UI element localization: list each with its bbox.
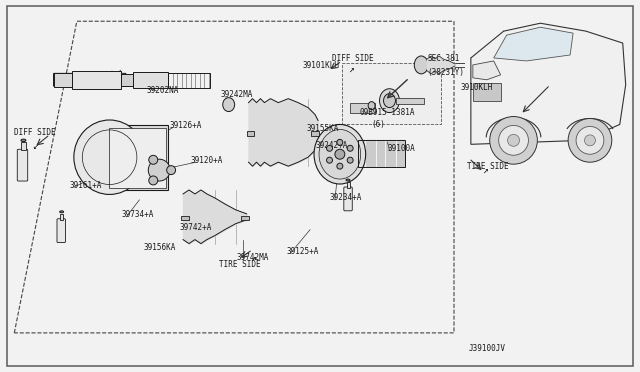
FancyBboxPatch shape xyxy=(346,182,350,188)
Polygon shape xyxy=(473,61,500,80)
Ellipse shape xyxy=(314,125,365,184)
Text: 39126+A: 39126+A xyxy=(169,121,202,130)
Ellipse shape xyxy=(74,120,145,195)
Ellipse shape xyxy=(223,98,235,112)
Text: J39100JV: J39100JV xyxy=(469,344,506,353)
Ellipse shape xyxy=(414,56,428,74)
Text: 39156KA: 39156KA xyxy=(143,243,176,252)
Ellipse shape xyxy=(337,163,343,169)
Text: ↗: ↗ xyxy=(482,165,488,175)
Text: TIRE SIDE: TIRE SIDE xyxy=(467,162,509,171)
FancyBboxPatch shape xyxy=(344,187,352,211)
Text: 39120+A: 39120+A xyxy=(191,156,223,165)
Bar xyxy=(241,216,248,220)
Text: 39101KLH: 39101KLH xyxy=(302,61,339,70)
Ellipse shape xyxy=(60,211,63,213)
Text: 39742+A: 39742+A xyxy=(179,223,211,232)
FancyBboxPatch shape xyxy=(17,149,28,181)
FancyBboxPatch shape xyxy=(396,98,424,104)
Circle shape xyxy=(568,119,612,162)
Ellipse shape xyxy=(347,145,353,151)
Polygon shape xyxy=(471,23,626,144)
Circle shape xyxy=(584,135,595,146)
FancyBboxPatch shape xyxy=(54,73,126,86)
Circle shape xyxy=(490,116,538,164)
FancyBboxPatch shape xyxy=(109,128,166,188)
Text: 3910KLH: 3910KLH xyxy=(461,83,493,92)
Text: 39234+A: 39234+A xyxy=(330,193,362,202)
Ellipse shape xyxy=(148,159,170,181)
Bar xyxy=(473,83,500,101)
Ellipse shape xyxy=(346,179,350,181)
Text: 39100A: 39100A xyxy=(387,144,415,153)
Text: 39734+A: 39734+A xyxy=(122,210,154,219)
Text: (38231Y): (38231Y) xyxy=(427,68,464,77)
FancyBboxPatch shape xyxy=(107,125,168,190)
Text: DIFF SIDE: DIFF SIDE xyxy=(14,128,56,137)
Ellipse shape xyxy=(148,176,157,185)
Ellipse shape xyxy=(166,166,175,174)
Bar xyxy=(342,63,441,125)
Bar xyxy=(311,131,319,137)
Circle shape xyxy=(499,125,529,155)
Text: 39242+A: 39242+A xyxy=(315,141,348,150)
Ellipse shape xyxy=(380,89,399,113)
Ellipse shape xyxy=(21,139,26,142)
FancyBboxPatch shape xyxy=(57,219,65,243)
Polygon shape xyxy=(493,27,573,61)
FancyBboxPatch shape xyxy=(54,73,72,87)
Text: 39161+A: 39161+A xyxy=(70,180,102,189)
Text: TIRE SIDE: TIRE SIDE xyxy=(219,260,260,269)
Text: 39742MA: 39742MA xyxy=(237,253,269,262)
Ellipse shape xyxy=(326,145,333,151)
Text: SEC.381: SEC.381 xyxy=(427,54,460,64)
Bar xyxy=(246,131,255,137)
Circle shape xyxy=(508,134,520,146)
FancyBboxPatch shape xyxy=(350,103,374,113)
FancyBboxPatch shape xyxy=(72,71,122,89)
FancyBboxPatch shape xyxy=(60,214,63,220)
Text: ↗: ↗ xyxy=(348,64,354,74)
Text: (6): (6) xyxy=(372,120,385,129)
FancyBboxPatch shape xyxy=(21,142,26,150)
Text: ↗: ↗ xyxy=(250,253,257,263)
Text: 39202NA: 39202NA xyxy=(147,86,179,95)
FancyBboxPatch shape xyxy=(133,72,168,88)
Text: ↙: ↙ xyxy=(32,141,38,151)
Circle shape xyxy=(576,126,604,154)
Text: DIFF SIDE: DIFF SIDE xyxy=(332,54,374,64)
Ellipse shape xyxy=(326,157,333,163)
Text: 39125+A: 39125+A xyxy=(286,247,319,256)
Ellipse shape xyxy=(335,149,345,159)
Text: 39242MA: 39242MA xyxy=(221,90,253,99)
FancyBboxPatch shape xyxy=(122,74,133,86)
Text: 39155KA: 39155KA xyxy=(306,124,339,133)
Ellipse shape xyxy=(383,94,396,108)
Ellipse shape xyxy=(337,140,343,145)
Ellipse shape xyxy=(368,102,375,110)
Ellipse shape xyxy=(148,155,157,164)
Bar xyxy=(181,216,189,220)
Ellipse shape xyxy=(319,129,361,179)
Ellipse shape xyxy=(347,157,353,163)
Text: 09B915-1381A: 09B915-1381A xyxy=(360,108,415,117)
